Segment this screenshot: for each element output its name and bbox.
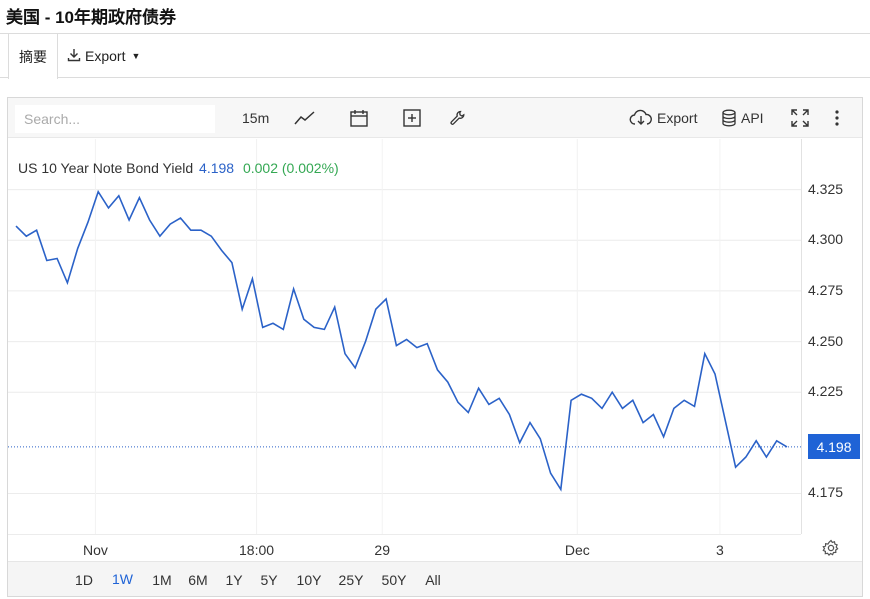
- database-icon: [721, 109, 737, 127]
- y-tick-label: 4.250: [808, 332, 844, 349]
- tab-bar: 摘要 Export ▼: [0, 33, 870, 79]
- fullscreen-icon[interactable]: [790, 98, 810, 138]
- caret-down-icon: ▼: [131, 51, 141, 61]
- legend-series-name: US 10 Year Note Bond Yield: [18, 160, 194, 176]
- range-1y[interactable]: 1Y: [225, 572, 243, 588]
- range-10y[interactable]: 10Y: [296, 572, 322, 588]
- range-6m[interactable]: 6M: [188, 572, 208, 588]
- x-tick-label: 29: [374, 542, 391, 558]
- settings-gear-icon[interactable]: [821, 538, 841, 558]
- add-indicator-icon[interactable]: [402, 98, 422, 138]
- chart-legend: US 10 Year Note Bond Yield 4.198 0.002 (…: [18, 160, 339, 176]
- y-tick-label: 4.300: [808, 231, 844, 248]
- calendar-icon[interactable]: [349, 98, 369, 138]
- api-button[interactable]: API: [721, 98, 764, 138]
- last-price-tag: 4.198: [808, 434, 860, 460]
- download-icon: [67, 48, 81, 65]
- export-button-label: Export: [657, 110, 698, 126]
- legend-value: 4.198: [199, 160, 235, 176]
- page-title: 美国 - 10年期政府债券: [6, 8, 177, 27]
- x-axis: [8, 534, 801, 561]
- cloud-download-icon: [629, 109, 653, 127]
- vertical-gridlines: [94, 139, 721, 534]
- range-5y[interactable]: 5Y: [260, 572, 278, 588]
- export-button[interactable]: Export: [629, 98, 697, 138]
- x-tick-label: 18:00: [239, 542, 275, 558]
- api-button-label: API: [741, 110, 764, 126]
- more-vertical-icon[interactable]: [834, 98, 840, 138]
- x-tick-label: 3: [716, 542, 724, 558]
- y-tick-label: 4.275: [808, 281, 844, 298]
- interval-button[interactable]: 15m: [242, 110, 270, 126]
- wrench-icon[interactable]: [449, 98, 467, 138]
- range-1m[interactable]: 1M: [152, 572, 172, 588]
- export-tab-label: Export: [85, 48, 126, 64]
- y-axis: [801, 139, 862, 534]
- tab-export[interactable]: Export ▼: [67, 34, 140, 78]
- chart-widget: 15m Export API: [7, 97, 863, 597]
- range-all[interactable]: All: [425, 572, 441, 588]
- series-line-us10y: [15, 189, 788, 492]
- range-selector: 1D 1W 1M 6M 1Y 5Y 10Y 25Y 50Y All: [8, 561, 862, 596]
- range-50y[interactable]: 50Y: [381, 572, 407, 588]
- y-tick-label: 4.225: [808, 383, 844, 400]
- tab-summary[interactable]: 摘要: [8, 34, 58, 79]
- chart-toolbar: 15m Export API: [8, 98, 862, 138]
- range-25y[interactable]: 25Y: [338, 572, 364, 588]
- line-chart-icon[interactable]: [294, 98, 316, 138]
- search-input[interactable]: [15, 105, 215, 133]
- range-1d[interactable]: 1D: [75, 572, 93, 588]
- x-tick-label: Dec: [564, 542, 590, 558]
- y-tick-label: 4.175: [808, 484, 844, 501]
- range-1w[interactable]: 1W: [102, 562, 143, 596]
- x-tick-label: Nov: [82, 542, 108, 558]
- legend-change: 0.002 (0.002%): [242, 160, 339, 176]
- y-tick-label: 4.325: [808, 180, 844, 197]
- line-chart-plot[interactable]: [8, 139, 801, 534]
